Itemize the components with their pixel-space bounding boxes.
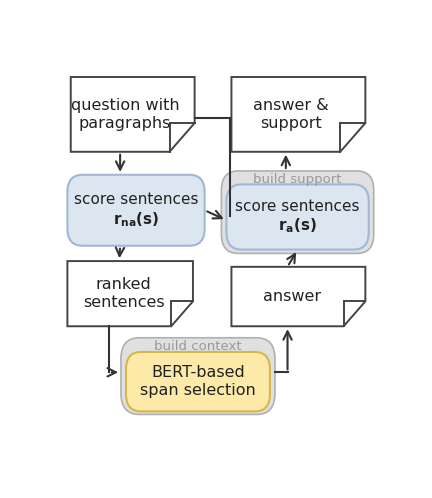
Text: answer: answer	[263, 289, 321, 304]
Text: build context: build context	[154, 340, 242, 353]
Polygon shape	[232, 77, 365, 152]
FancyBboxPatch shape	[221, 171, 374, 253]
Polygon shape	[71, 77, 194, 152]
Polygon shape	[67, 261, 193, 326]
Text: score sentences
$\mathbf{r_{a}(s)}$: score sentences $\mathbf{r_{a}(s)}$	[235, 199, 360, 235]
Text: build support: build support	[253, 173, 342, 186]
FancyBboxPatch shape	[126, 352, 270, 411]
FancyBboxPatch shape	[226, 184, 368, 249]
Text: score sentences
$\mathbf{r_{na}(s)}$: score sentences $\mathbf{r_{na}(s)}$	[74, 192, 198, 229]
FancyBboxPatch shape	[121, 338, 275, 414]
Text: ranked
sentences: ranked sentences	[83, 277, 165, 310]
Text: question with
paragraphs: question with paragraphs	[71, 98, 179, 130]
Polygon shape	[232, 267, 365, 326]
Text: answer &
support: answer & support	[253, 98, 329, 130]
FancyBboxPatch shape	[67, 175, 205, 246]
Text: BERT-based
span selection: BERT-based span selection	[140, 366, 256, 398]
